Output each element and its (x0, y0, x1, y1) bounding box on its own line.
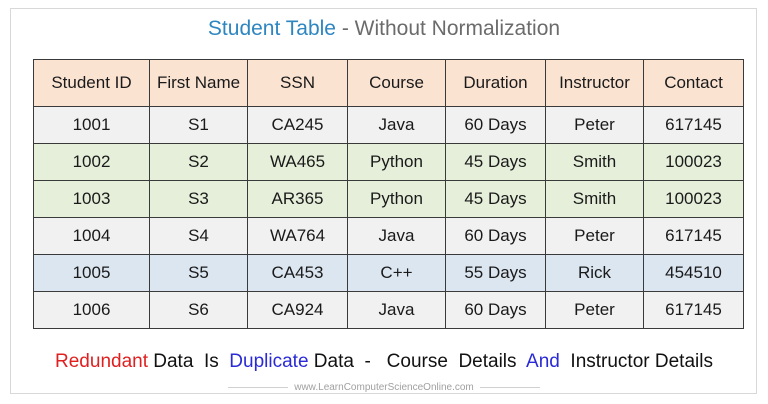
cell-student-id: 1006 (33, 291, 150, 329)
footer-url: www.LearnComputerScienceOnline.com (294, 382, 474, 393)
table-row: 1001 S1 CA245 Java 60 Days Peter 617145 (33, 106, 744, 144)
note-text-3: Instructor Details (559, 351, 713, 372)
redundancy-note: Redundant Data Is Duplicate Data - Cours… (0, 350, 768, 374)
note-text-2: Data - Course Details (308, 351, 527, 372)
cell-instructor: Rick (545, 254, 644, 292)
footer-divider-left (228, 386, 289, 388)
note-text-1: Data Is (147, 351, 230, 372)
header-contact: Contact (643, 59, 744, 107)
cell-course: Python (347, 143, 446, 181)
cell-duration: 45 Days (445, 143, 546, 181)
cell-student-id: 1002 (33, 143, 150, 181)
cell-ssn: CA924 (247, 291, 348, 329)
cell-contact: 617145 (643, 106, 744, 144)
cell-student-id: 1001 (33, 106, 150, 144)
cell-contact: 617145 (643, 291, 744, 329)
cell-student-id: 1003 (33, 180, 150, 218)
header-first-name: First Name (149, 59, 248, 107)
table-row: 1004 S4 WA764 Java 60 Days Peter 617145 (33, 217, 744, 255)
title-sub: - Without Normalization (335, 17, 561, 40)
student-table: Student ID First Name SSN Course Duratio… (33, 59, 744, 329)
cell-first-name: S2 (149, 143, 248, 181)
title-main: Student Table (207, 17, 336, 40)
cell-instructor: Peter (545, 291, 644, 329)
note-and: And (526, 351, 560, 372)
header-course: Course (347, 59, 446, 107)
cell-instructor: Smith (545, 143, 644, 181)
cell-course: Java (347, 106, 446, 144)
header-instructor: Instructor (545, 59, 644, 107)
cell-first-name: S4 (149, 217, 248, 255)
header-ssn: SSN (247, 59, 348, 107)
cell-student-id: 1004 (33, 217, 150, 255)
cell-ssn: AR365 (247, 180, 348, 218)
cell-course: Python (347, 180, 446, 218)
cell-duration: 45 Days (445, 180, 546, 218)
cell-first-name: S6 (149, 291, 248, 329)
cell-course: Java (347, 291, 446, 329)
table-row: 1005 S5 CA453 C++ 55 Days Rick 454510 (33, 254, 744, 292)
table-row: 1002 S2 WA465 Python 45 Days Smith 10002… (33, 143, 744, 181)
table-header-row: Student ID First Name SSN Course Duratio… (33, 59, 744, 107)
cell-ssn: WA465 (247, 143, 348, 181)
footer-divider-right (479, 386, 540, 388)
cell-ssn: WA764 (247, 217, 348, 255)
cell-duration: 60 Days (445, 217, 546, 255)
cell-ssn: CA245 (247, 106, 348, 144)
note-duplicate: Duplicate (229, 351, 309, 372)
cell-duration: 60 Days (445, 106, 546, 144)
table-row: 1006 S6 CA924 Java 60 Days Peter 617145 (33, 291, 744, 329)
cell-first-name: S3 (149, 180, 248, 218)
page-title: Student Table - Without Normalization (0, 16, 768, 42)
header-duration: Duration (445, 59, 546, 107)
cell-first-name: S1 (149, 106, 248, 144)
footer-watermark: www.LearnComputerScienceOnline.com (0, 382, 768, 394)
cell-student-id: 1005 (33, 254, 150, 292)
cell-instructor: Smith (545, 180, 644, 218)
cell-duration: 60 Days (445, 291, 546, 329)
cell-contact: 454510 (643, 254, 744, 292)
cell-contact: 617145 (643, 217, 744, 255)
cell-instructor: Peter (545, 217, 644, 255)
cell-first-name: S5 (149, 254, 248, 292)
table-row: 1003 S3 AR365 Python 45 Days Smith 10002… (33, 180, 744, 218)
cell-instructor: Peter (545, 106, 644, 144)
cell-contact: 100023 (643, 143, 744, 181)
cell-ssn: CA453 (247, 254, 348, 292)
cell-contact: 100023 (643, 180, 744, 218)
cell-course: C++ (347, 254, 446, 292)
note-redundant: Redundant (55, 351, 148, 372)
cell-duration: 55 Days (445, 254, 546, 292)
cell-course: Java (347, 217, 446, 255)
header-student-id: Student ID (33, 59, 150, 107)
